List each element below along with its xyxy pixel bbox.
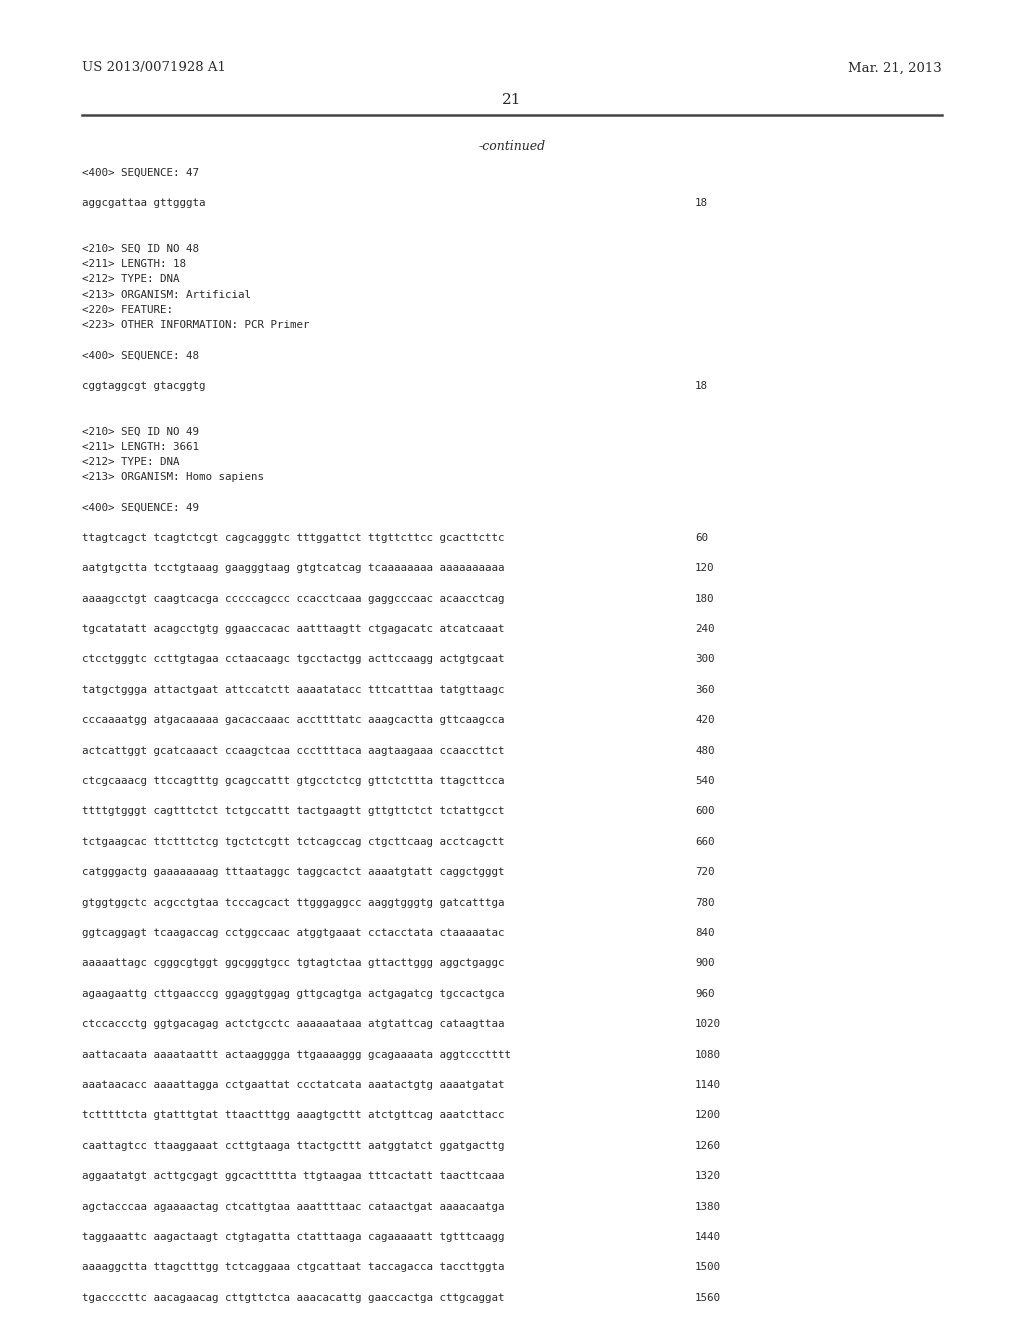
Text: aattacaata aaaataattt actaagggga ttgaaaaggg gcagaaaata aggtccctttt: aattacaata aaaataattt actaagggga ttgaaaa… (82, 1049, 511, 1060)
Text: 840: 840 (695, 928, 715, 939)
Text: gtggtggctc acgcctgtaa tcccagcact ttgggaggcc aaggtgggtg gatcatttga: gtggtggctc acgcctgtaa tcccagcact ttgggag… (82, 898, 505, 908)
Text: 480: 480 (695, 746, 715, 755)
Text: 1080: 1080 (695, 1049, 721, 1060)
Text: Mar. 21, 2013: Mar. 21, 2013 (848, 62, 942, 74)
Text: 21: 21 (502, 92, 522, 107)
Text: 1500: 1500 (695, 1262, 721, 1272)
Text: 1440: 1440 (695, 1232, 721, 1242)
Text: cccaaaatgg atgacaaaaa gacaccaaac accttttatc aaagcactta gttcaagcca: cccaaaatgg atgacaaaaa gacaccaaac acctttt… (82, 715, 505, 725)
Text: ggtcaggagt tcaagaccag cctggccaac atggtgaaat cctacctata ctaaaaatac: ggtcaggagt tcaagaccag cctggccaac atggtga… (82, 928, 505, 939)
Text: 1320: 1320 (695, 1171, 721, 1181)
Text: tgcatatatt acagcctgtg ggaaccacac aatttaagtt ctgagacatc atcatcaaat: tgcatatatt acagcctgtg ggaaccacac aatttaa… (82, 624, 505, 634)
Text: ctccaccctg ggtgacagag actctgcctc aaaaaataaa atgtattcag cataagttaa: ctccaccctg ggtgacagag actctgcctc aaaaaat… (82, 1019, 505, 1030)
Text: <213> ORGANISM: Artificial: <213> ORGANISM: Artificial (82, 289, 251, 300)
Text: tgaccccttc aacagaacag cttgttctca aaacacattg gaaccactga cttgcaggat: tgaccccttc aacagaacag cttgttctca aaacaca… (82, 1292, 505, 1303)
Text: taggaaattc aagactaagt ctgtagatta ctatttaaga cagaaaaatt tgtttcaagg: taggaaattc aagactaagt ctgtagatta ctattta… (82, 1232, 505, 1242)
Text: 780: 780 (695, 898, 715, 908)
Text: tatgctggga attactgaat attccatctt aaaatatacc tttcatttaa tatgttaagc: tatgctggga attactgaat attccatctt aaaatat… (82, 685, 505, 694)
Text: <223> OTHER INFORMATION: PCR Primer: <223> OTHER INFORMATION: PCR Primer (82, 319, 309, 330)
Text: 600: 600 (695, 807, 715, 816)
Text: 660: 660 (695, 837, 715, 847)
Text: 960: 960 (695, 989, 715, 999)
Text: ctcgcaaacg ttccagtttg gcagccattt gtgcctctcg gttctcttta ttagcttcca: ctcgcaaacg ttccagtttg gcagccattt gtgcctc… (82, 776, 505, 785)
Text: agctacccaa agaaaactag ctcattgtaa aaattttaac cataactgat aaaacaatga: agctacccaa agaaaactag ctcattgtaa aaatttt… (82, 1201, 505, 1212)
Text: 720: 720 (695, 867, 715, 878)
Text: aggaatatgt acttgcgagt ggcacttttta ttgtaagaa tttcactatt taacttcaaa: aggaatatgt acttgcgagt ggcacttttta ttgtaa… (82, 1171, 505, 1181)
Text: caattagtcc ttaaggaaat ccttgtaaga ttactgcttt aatggtatct ggatgacttg: caattagtcc ttaaggaaat ccttgtaaga ttactgc… (82, 1140, 505, 1151)
Text: 360: 360 (695, 685, 715, 694)
Text: 18: 18 (695, 380, 708, 391)
Text: 1020: 1020 (695, 1019, 721, 1030)
Text: <210> SEQ ID NO 48: <210> SEQ ID NO 48 (82, 244, 199, 253)
Text: aaaagcctgt caagtcacga cccccagccc ccacctcaaa gaggcccaac acaacctcag: aaaagcctgt caagtcacga cccccagccc ccacctc… (82, 594, 505, 603)
Text: tctgaagcac ttctttctcg tgctctcgtt tctcagccag ctgcttcaag acctcagctt: tctgaagcac ttctttctcg tgctctcgtt tctcagc… (82, 837, 505, 847)
Text: aatgtgctta tcctgtaaag gaagggtaag gtgtcatcag tcaaaaaaaa aaaaaaaaaa: aatgtgctta tcctgtaaag gaagggtaag gtgtcat… (82, 564, 505, 573)
Text: 900: 900 (695, 958, 715, 969)
Text: 60: 60 (695, 533, 708, 543)
Text: <211> LENGTH: 18: <211> LENGTH: 18 (82, 259, 186, 269)
Text: <213> ORGANISM: Homo sapiens: <213> ORGANISM: Homo sapiens (82, 473, 264, 482)
Text: 1380: 1380 (695, 1201, 721, 1212)
Text: 1560: 1560 (695, 1292, 721, 1303)
Text: catgggactg gaaaaaaaag tttaataggc taggcactct aaaatgtatt caggctgggt: catgggactg gaaaaaaaag tttaataggc taggcac… (82, 867, 505, 878)
Text: <212> TYPE: DNA: <212> TYPE: DNA (82, 275, 179, 284)
Text: tctttttcta gtatttgtat ttaactttgg aaagtgcttt atctgttcag aaatcttacc: tctttttcta gtatttgtat ttaactttgg aaagtgc… (82, 1110, 505, 1121)
Text: -continued: -continued (478, 140, 546, 153)
Text: ctcctgggtc ccttgtagaa cctaacaagc tgcctactgg acttccaagg actgtgcaat: ctcctgggtc ccttgtagaa cctaacaagc tgcctac… (82, 655, 505, 664)
Text: 180: 180 (695, 594, 715, 603)
Text: ttttgtgggt cagtttctct tctgccattt tactgaagtt gttgttctct tctattgcct: ttttgtgggt cagtttctct tctgccattt tactgaa… (82, 807, 505, 816)
Text: ttagtcagct tcagtctcgt cagcagggtc tttggattct ttgttcttcc gcacttcttc: ttagtcagct tcagtctcgt cagcagggtc tttggat… (82, 533, 505, 543)
Text: 1140: 1140 (695, 1080, 721, 1090)
Text: 1260: 1260 (695, 1140, 721, 1151)
Text: <400> SEQUENCE: 48: <400> SEQUENCE: 48 (82, 350, 199, 360)
Text: <400> SEQUENCE: 47: <400> SEQUENCE: 47 (82, 168, 199, 178)
Text: 120: 120 (695, 564, 715, 573)
Text: aaaaattagc cgggcgtggt ggcgggtgcc tgtagtctaa gttacttggg aggctgaggc: aaaaattagc cgggcgtggt ggcgggtgcc tgtagtc… (82, 958, 505, 969)
Text: <210> SEQ ID NO 49: <210> SEQ ID NO 49 (82, 426, 199, 437)
Text: 18: 18 (695, 198, 708, 209)
Text: actcattggt gcatcaaact ccaagctcaa cccttttaca aagtaagaaa ccaaccttct: actcattggt gcatcaaact ccaagctcaa ccctttt… (82, 746, 505, 755)
Text: 240: 240 (695, 624, 715, 634)
Text: 420: 420 (695, 715, 715, 725)
Text: 300: 300 (695, 655, 715, 664)
Text: <211> LENGTH: 3661: <211> LENGTH: 3661 (82, 442, 199, 451)
Text: 540: 540 (695, 776, 715, 785)
Text: agaagaattg cttgaacccg ggaggtggag gttgcagtga actgagatcg tgccactgca: agaagaattg cttgaacccg ggaggtggag gttgcag… (82, 989, 505, 999)
Text: <212> TYPE: DNA: <212> TYPE: DNA (82, 457, 179, 467)
Text: aaaaggctta ttagctttgg tctcaggaaa ctgcattaat taccagacca taccttggta: aaaaggctta ttagctttgg tctcaggaaa ctgcatt… (82, 1262, 505, 1272)
Text: <400> SEQUENCE: 49: <400> SEQUENCE: 49 (82, 503, 199, 512)
Text: aggcgattaa gttgggta: aggcgattaa gttgggta (82, 198, 206, 209)
Text: aaataacacc aaaattagga cctgaattat ccctatcata aaatactgtg aaaatgatat: aaataacacc aaaattagga cctgaattat ccctatc… (82, 1080, 505, 1090)
Text: cggtaggcgt gtacggtg: cggtaggcgt gtacggtg (82, 380, 206, 391)
Text: <220> FEATURE:: <220> FEATURE: (82, 305, 173, 314)
Text: US 2013/0071928 A1: US 2013/0071928 A1 (82, 62, 226, 74)
Text: 1200: 1200 (695, 1110, 721, 1121)
